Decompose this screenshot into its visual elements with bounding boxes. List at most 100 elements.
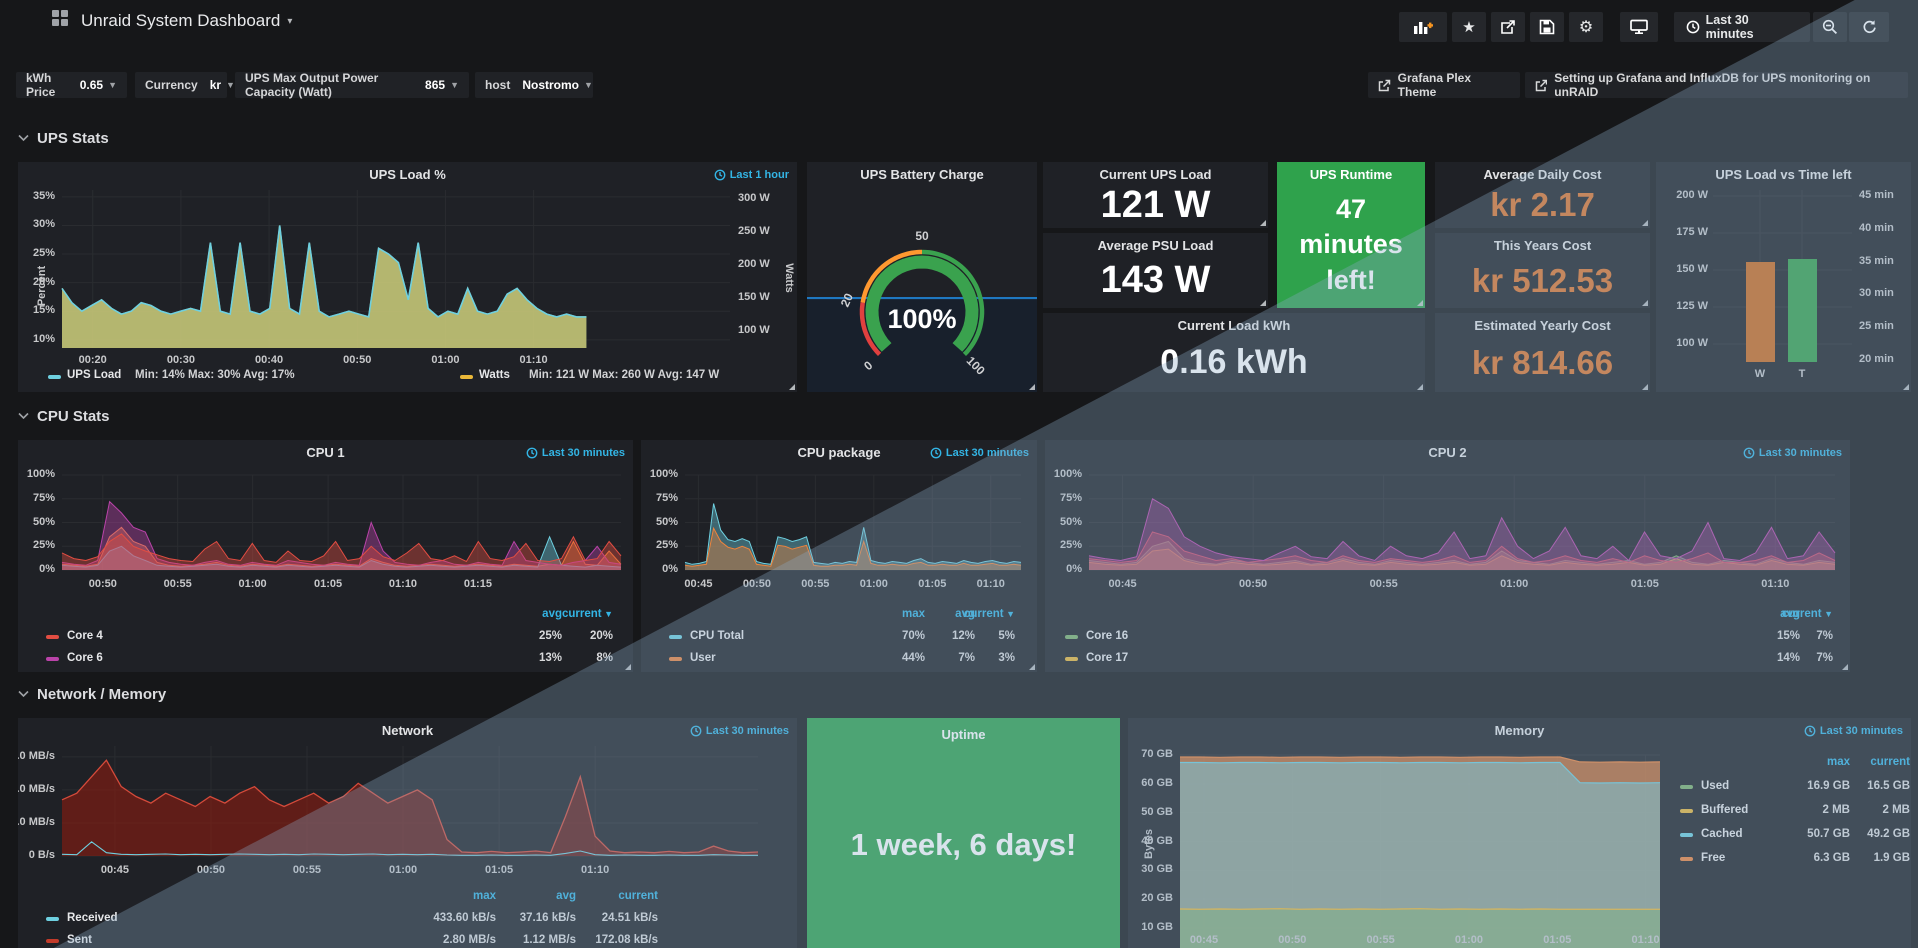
legend-header-max[interactable]: max [901,608,925,620]
variable-value-dropdown[interactable]: kr ▼ [209,78,235,92]
y-axis-tick: 100 W [1676,337,1708,349]
dashboard-link[interactable]: Setting up Grafana and InfluxDB for UPS … [1525,71,1908,99]
panel-network: Network Last 30 minutes 3.0 MB/s 2.0 MB/s… [18,718,797,948]
stat-value: 121 W [1100,183,1211,226]
legend-value: 7% [958,652,975,664]
legend-value: 49.2 GB [1867,828,1910,840]
memory-chart[interactable]: 70 GB 60 GB 50 GB 40 GB 30 GB 20 GB 10 GB 00:45… [1128,718,1911,948]
legend-series-user[interactable]: User [690,652,716,664]
x-axis-tick: 01:05 [918,578,947,590]
panel-title[interactable]: CPU package [797,445,881,460]
network-chart[interactable]: 3.0 MB/s 2.0 MB/s 1.0 MB/s 0 B/s 00:45 00:50 0… [18,718,797,948]
section-cpu-stats[interactable]: CPU Stats [18,406,110,426]
load-vs-time-chart[interactable]: 200 W 175 W 150 W 125 W 100 W 45 min 40 min 35 … [1656,162,1911,392]
panel-title[interactable]: CPU 1 [306,445,345,460]
legend-series-free[interactable]: Free [1701,852,1726,864]
cpu1-chart[interactable]: 100% 75% 50% 25% 0% 00:50 00:55 01:00 01:05 01:10… [18,440,633,672]
panel-title[interactable]: This Years Cost [1493,238,1592,253]
cycle-view-mode-button[interactable] [1620,12,1658,42]
save-button[interactable] [1530,12,1564,42]
y-axis-right-tick: 100 W [738,323,770,336]
y-axis-tick: 15% [32,304,55,317]
dashboard-title[interactable]: Unraid System Dashboard ▾ [81,11,293,30]
chevron-down-icon [18,412,29,420]
star-button[interactable]: ★ [1452,12,1486,42]
legend-header-avg[interactable]: avg [542,608,562,620]
panel-title[interactable]: CPU 2 [1428,445,1467,460]
panel-title[interactable]: Average Daily Cost [1483,167,1602,182]
legend-series-core-17[interactable]: Core 17 [1086,652,1129,664]
legend-header-avg[interactable]: avg [955,608,975,620]
battery-gauge[interactable]: 0 20 50 100 100% [807,162,1037,392]
legend-header-avg[interactable]: avg [556,890,576,902]
panel-title[interactable]: UPS Runtime [1309,167,1393,182]
x-axis-tick: 00:50 [1239,578,1268,590]
panel-time-range: Last 30 minutes [690,725,789,737]
variable-label: UPS Max Output Power Capacity (Watt) [245,71,379,99]
panel-title[interactable]: Estimated Yearly Cost [1474,318,1611,333]
panel-title[interactable]: UPS Load % [369,167,446,182]
legend-series-core-6[interactable]: Core 6 [67,652,103,664]
panel-memory: Memory Last 30 minutes 70 GB 60 GB 50 GB 40… [1128,718,1911,948]
legend-header-current[interactable]: current ▼ [561,608,613,620]
y-axis-right-tick: 25 min [1859,320,1894,332]
legend-value: 7% [1816,652,1833,664]
settings-button[interactable]: ⚙ [1569,12,1603,42]
legend-header-current[interactable]: current ▼ [963,608,1015,620]
legend-series-cached[interactable]: Cached [1701,828,1743,840]
legend-series-received[interactable]: Received [67,912,118,924]
x-axis-tick: 01:00 [1454,934,1484,946]
legend-series-core-4[interactable]: Core 4 [67,630,103,642]
cpu-package-chart[interactable]: 100% 75% 50% 25% 0% 00:45 00:50 00:55 01:00 01:05… [641,440,1037,672]
legend-header-current[interactable]: current ▼ [1781,608,1833,620]
section-network-memory[interactable]: Network / Memory [18,684,166,704]
legend-header-max[interactable]: max [472,890,496,902]
panel-title[interactable]: Memory [1494,723,1545,738]
zoom-out-icon [1822,19,1838,35]
panel-title[interactable]: Network [381,723,434,738]
y-axis-tick: 25% [32,247,55,260]
legend-series-sent[interactable]: Sent [67,934,92,946]
legend-stats: Min: 14% Max: 30% Avg: 17% [135,369,295,381]
grid-logo-icon[interactable] [52,10,69,32]
dashboard-link[interactable]: Grafana Plex Theme [1368,71,1520,99]
x-axis-tick: 01:15 [463,578,492,590]
legend-series-core-16[interactable]: Core 16 [1086,630,1129,642]
legend-series-buffered[interactable]: Buffered [1701,804,1749,816]
legend-header-max[interactable]: max [1826,756,1850,768]
legend-header-current[interactable]: current [1870,756,1910,768]
clock-icon [1804,725,1816,737]
cpu2-chart[interactable]: 100% 75% 50% 25% 0% 00:45 00:50 00:55 01:00 01:05… [1045,440,1850,672]
legend-header-current[interactable]: current [618,890,658,902]
zoom-out-button[interactable] [1813,12,1847,42]
share-button[interactable] [1491,12,1525,42]
variable-value-dropdown[interactable]: 865 ▼ [425,78,459,92]
stat-value: kr 512.53 [1471,261,1614,299]
panel-title[interactable]: Uptime [941,727,986,742]
panel-title[interactable]: UPS Battery Charge [860,167,984,182]
add-panel-button[interactable] [1399,12,1447,42]
legend-value: 25% [538,630,562,642]
panel-title[interactable]: Current Load kWh [1177,318,1291,333]
variable-value-dropdown[interactable]: Nostromo ▼ [522,78,593,92]
panel-title[interactable]: Average PSU Load [1097,238,1214,253]
variable-label: host [485,78,511,92]
legend-series-watts[interactable]: Watts [479,369,510,381]
panel-title[interactable]: UPS Load vs Time left [1715,167,1852,182]
legend-marker [460,375,473,379]
panel-title[interactable]: Current UPS Load [1099,167,1212,182]
x-axis-tick: 00:50 [196,864,226,876]
x-axis-tick: 01:00 [238,578,267,590]
legend-series-cpu-total[interactable]: CPU Total [690,630,745,642]
y-axis-right-tick: 30 min [1859,287,1894,299]
time-range-picker[interactable]: Last 30 minutes [1674,12,1810,42]
section-ups-stats[interactable]: UPS Stats [18,128,109,148]
legend-value: 13% [538,652,562,664]
y-axis-tick: 0 B/s [28,849,55,861]
variable-value-dropdown[interactable]: 0.65 ▼ [79,78,117,92]
refresh-button[interactable] [1849,12,1889,42]
legend-series-used[interactable]: Used [1701,780,1730,792]
ups-load-chart[interactable]: 35% 30% 25% 20% 15% 10% 300 W 250 W 200 W 150 W 10… [18,162,797,392]
legend-series-ups-load[interactable]: UPS Load [67,369,122,381]
legend-header-avg[interactable]: avg [1780,608,1800,620]
